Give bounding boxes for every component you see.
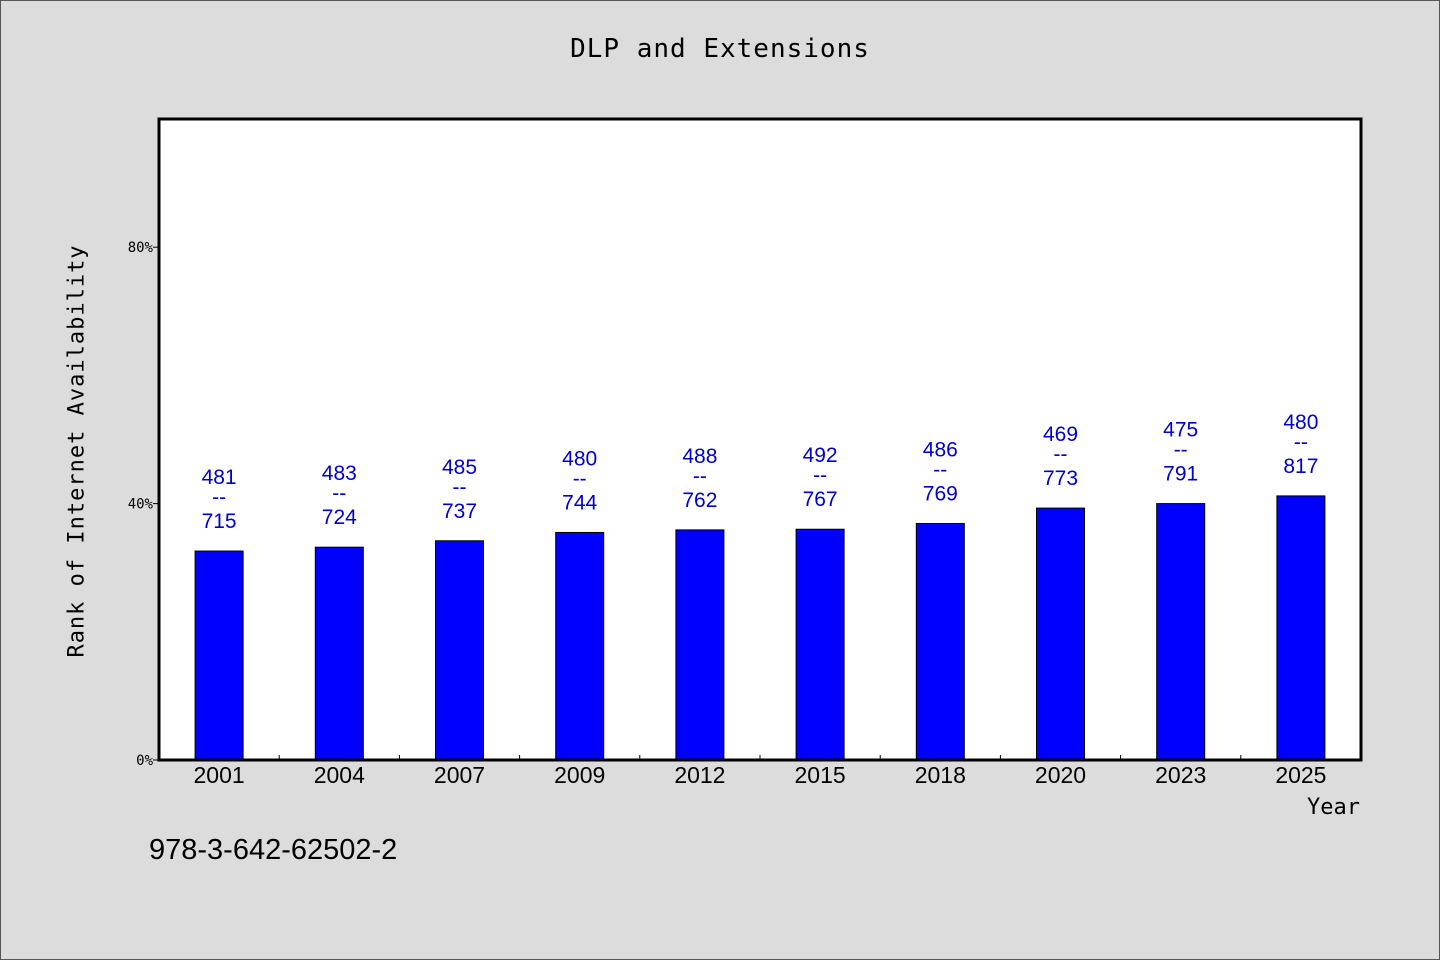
footer-isbn: 978-3-642-62502-2 (149, 834, 398, 866)
data-label-bottom: 744 (562, 491, 597, 514)
data-label-separator: -- (212, 486, 226, 509)
data-label-top: 492 (803, 444, 838, 467)
data-label-separator: -- (1054, 443, 1068, 466)
data-label-top: 483 (322, 462, 357, 485)
data-label-bottom: 817 (1283, 455, 1318, 478)
data-label-separator: -- (813, 464, 827, 487)
data-label-bottom: 715 (202, 510, 237, 533)
data-label-top: 469 (1043, 423, 1078, 446)
data-label-separator: -- (573, 467, 587, 490)
chart-title: DLP and Extensions (570, 34, 870, 64)
x-tick-label: 2009 (554, 762, 605, 788)
data-label-separator: -- (693, 465, 707, 488)
bar (1276, 495, 1326, 761)
x-tick-label: 2025 (1275, 762, 1326, 788)
bar (314, 546, 364, 761)
data-label-separator: -- (1294, 431, 1308, 454)
y-tick-label: 80% (128, 240, 154, 256)
data-label-top: 480 (562, 447, 597, 470)
x-tick-label: 2004 (314, 762, 365, 788)
axes-group: 2001 2004 2007 2009 2012 2015 2018 2020 2023 2025… (128, 240, 1327, 788)
x-tick-label: 2018 (915, 762, 966, 788)
x-tick-label: 2007 (434, 762, 485, 788)
data-label-bottom: 773 (1043, 467, 1078, 490)
data-labels-group: 481--715483--724485--737480--744488--762… (202, 411, 1319, 533)
data-label-bottom: 791 (1163, 463, 1198, 486)
bar (1156, 503, 1206, 761)
data-label-bottom: 737 (442, 500, 477, 523)
bar (795, 528, 845, 761)
bar (194, 550, 244, 761)
x-tick-label: 2023 (1155, 762, 1206, 788)
bar (915, 522, 965, 761)
data-label-bottom: 767 (803, 488, 838, 511)
data-label-bottom: 769 (923, 482, 958, 505)
data-label-bottom: 724 (322, 506, 357, 529)
data-label-top: 475 (1163, 419, 1198, 442)
bar (555, 531, 605, 761)
data-label-top: 488 (682, 445, 717, 468)
x-tick-label: 2012 (674, 762, 725, 788)
y-tick-label: 0% (136, 753, 153, 769)
bar (675, 529, 725, 761)
data-label-top: 480 (1283, 411, 1318, 434)
x-axis-label: Year (1307, 795, 1360, 820)
bar (1036, 507, 1085, 761)
data-label-top: 485 (442, 456, 477, 479)
y-tick-label: 40% (128, 497, 154, 513)
bars-group (194, 495, 1326, 761)
data-label-top: 486 (923, 438, 958, 461)
data-label-separator: -- (1174, 439, 1188, 462)
bar (435, 540, 484, 761)
data-label-bottom: 762 (682, 489, 717, 512)
data-label-top: 481 (202, 466, 237, 489)
data-label-separator: -- (453, 476, 467, 499)
plot-border (157, 117, 1363, 762)
x-tick-label: 2015 (795, 762, 846, 788)
x-tick-label: 2001 (194, 762, 245, 788)
data-label-separator: -- (933, 458, 947, 481)
data-label-separator: -- (332, 482, 346, 505)
x-tick-label: 2020 (1035, 762, 1086, 788)
